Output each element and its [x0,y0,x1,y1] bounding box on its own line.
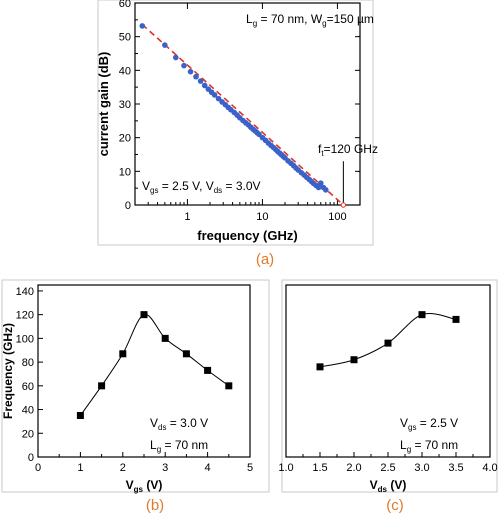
panel-b-ytick-label: 140 [16,286,34,298]
panel-b-xtick-label: 1 [77,462,83,474]
panel-b-xtick-label: 0 [35,462,41,474]
panel-a-device-annotation: Lg = 70 nm, Wg=150 µm [246,12,374,28]
panel-b-label: (b) [146,497,164,514]
panel-b-xlabel: Vgs (V) [126,478,163,494]
panel-c-data-point [452,315,460,323]
panel-b-ft-vs-vgs-plot: 0 20 40 60 80 100 120 140 0 1 2 3 4 5 Vds = 3.0 V Lg = … [1,284,253,494]
panel-a-ytick-label: 10 [119,166,131,178]
panel-a-data-point [256,131,262,138]
panel-a-ytick-label: 0 [125,200,131,212]
panel-c-plot-area [285,284,491,458]
panel-b-xtick-label: 4 [205,462,211,474]
panel-c-data-point [316,363,324,371]
panel-a-xlabel: frequency (GHz) [197,228,297,243]
panel-a-data-point [187,68,194,75]
panel-a-ytick-label: 20 [119,133,131,145]
panel-c-xtick-label: 3.0 [414,462,429,474]
panel-a-data-point [215,95,222,102]
panel-c-xtick-label: 2.0 [346,462,361,474]
panel-b-curve [79,314,230,416]
panel-a-ytick-label: 50 [119,32,131,44]
panel-c-xlabel: Vds (V) [370,478,407,494]
panel-c-xtick-label: 4.0 [482,462,497,474]
panel-c-frame [281,279,498,493]
panel-a-xtick-label: 10 [256,211,268,223]
panel-a-data-point [323,187,329,193]
panel-b-data-point [98,382,106,390]
panel-a-ytick-label: 60 [119,0,131,10]
panel-b-ytick-label: 40 [22,405,34,417]
panel-a-ft-marker-point [340,202,347,208]
panel-b-ytick-label: 100 [16,333,34,345]
panel-b-frame [1,279,270,493]
panel-b-ytick-label: 120 [16,310,34,322]
panel-a-xtick-label: 100 [328,211,346,223]
panel-b-data-point [182,350,190,358]
panel-b-bias-annotation: Vds = 3.0 V [150,416,208,432]
panel-a-data-point [193,73,199,80]
panel-a-ytick-label: 40 [119,65,131,77]
panel-a-data-point [197,78,204,84]
panel-a-current-gain-plot: 0 10 20 30 40 50 60 1 10 100 Lg = 70 nm, Wg=150 µm… [96,0,378,243]
panel-c-bias-annotation: Vgs = 2.5 V [400,416,458,432]
panel-a-data-point [139,23,146,29]
panel-b-ytick-label: 0 [28,452,34,464]
panel-b-data-point [119,350,127,358]
panel-a-data-point [211,92,218,98]
panel-a-data-point [317,180,324,186]
panel-c-xtick-label: 3.5 [448,462,463,474]
panel-a-ytick-label: 30 [119,99,131,111]
panel-a-ft-annotation: ft=120 GHz [318,142,378,158]
panel-c-ft-vs-vds-plot: 1.0 1.5 2.0 2.5 3.0 3.5 4.0 Vgs = 2.5 V Lg = 70 … [278,284,498,494]
panel-a-data-point [201,82,208,89]
panel-b-data-point [225,382,233,390]
panel-c-data-point [418,311,426,319]
panel-a-plot-area [134,2,361,206]
panel-c-data-point [384,339,392,347]
panel-c-label: (c) [386,497,404,514]
panel-a-fit-line [141,23,344,206]
panel-b-ytick-label: 20 [22,428,34,440]
panel-a-bias-annotation: Vgs = 2.5 V, Vds = 3.0V [142,179,261,195]
panel-b-ytick-label: 80 [22,357,34,369]
panel-b-xtick-label: 5 [247,462,253,474]
panel-b-ylabel: Frequency (GHz) [1,323,15,419]
panel-a-data-point [315,184,322,191]
panel-a-data-point [173,54,179,61]
panel-b-length-annotation: Lg = 70 nm [150,438,208,454]
panel-a-data-point [162,42,168,48]
panel-a-ylabel: current gain (dB) [96,52,111,157]
panel-b-xtick-label: 3 [162,462,168,474]
panel-b-data-point [161,334,169,342]
panel-b-xtick-label: 2 [120,462,126,474]
panel-a-label: (a) [256,251,274,268]
panel-b-data-point [76,411,84,419]
panel-b-plot-area [37,284,251,458]
panel-c-data-point [350,356,358,364]
panel-c-xtick-label: 1.5 [312,462,327,474]
panel-c-xtick-label: 2.5 [380,462,395,474]
panel-a-frame [97,0,374,246]
panel-b-data-point [204,366,212,374]
panel-c-length-annotation: Lg = 70 nm [400,438,458,454]
panel-c-xtick-label: 1.0 [278,462,293,474]
panel-a-data-point [181,62,187,69]
panel-a-xtick-label: 1 [184,211,190,223]
panel-b-data-point [140,311,148,319]
panel-b-ytick-label: 60 [22,381,34,393]
